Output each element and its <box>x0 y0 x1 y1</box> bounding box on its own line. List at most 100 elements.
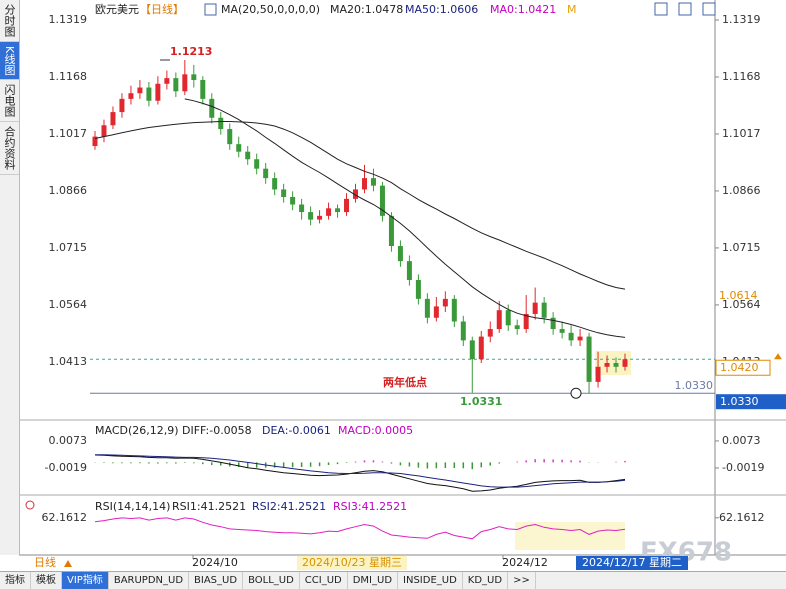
side-tab[interactable]: K线图 <box>0 42 19 81</box>
highlight-box <box>515 522 625 550</box>
toolbar-button[interactable]: BIAS_UD <box>189 572 244 589</box>
time-label: 2024/10/23 星期三 <box>302 556 402 569</box>
candle-body <box>299 204 305 213</box>
y-tick-label: 1.0866 <box>722 184 761 197</box>
candle-body <box>433 306 439 318</box>
y-tick-label: 0.0073 <box>49 434 88 447</box>
icon[interactable] <box>654 2 668 16</box>
side-tab[interactable]: 分时图 <box>0 0 19 42</box>
side-tab[interactable]: 合约资料 <box>0 122 19 176</box>
y-tick-label: -0.0019 <box>722 461 764 474</box>
candle-body <box>137 87 143 94</box>
toolbar-button[interactable]: INSIDE_UD <box>398 572 463 589</box>
toolbar-button[interactable]: 模板 <box>31 572 62 589</box>
support-tag: 1.0330 <box>720 395 759 408</box>
candle-body <box>227 129 233 145</box>
toolbar-button[interactable]: BOLL_UD <box>243 572 300 589</box>
time-highlight <box>297 556 407 570</box>
last-price-tag: 1.0420 <box>720 361 759 374</box>
y-tick-label: 62.1612 <box>719 511 765 524</box>
y-tick-label: 1.0564 <box>722 298 761 311</box>
candle-body <box>146 87 152 101</box>
y-tick-label: 1.1319 <box>722 13 761 26</box>
candle-body <box>460 321 466 341</box>
candle-body <box>119 98 125 113</box>
ma50-tag: 1.0614 <box>719 289 758 302</box>
candle-body <box>101 125 107 137</box>
side-tab[interactable]: 闪电图 <box>0 80 19 123</box>
y-tick-label: 1.0715 <box>49 241 88 254</box>
y-tick-label: 1.0866 <box>49 184 88 197</box>
candle-body <box>335 208 341 213</box>
toolbar-button[interactable]: 指标 <box>0 572 31 589</box>
y-tick-label: 1.1168 <box>722 70 761 83</box>
diff-line <box>94 454 626 492</box>
macd-title: MACD(26,12,9) <box>95 424 179 437</box>
candle-body <box>200 80 206 99</box>
candle-body <box>182 74 188 92</box>
y-tick-label: 1.0413 <box>49 355 88 368</box>
candle-body <box>388 215 394 247</box>
toolbar-button[interactable]: DMI_UD <box>348 572 399 589</box>
toolbar-button[interactable]: KD_UD <box>463 572 509 589</box>
candle-body <box>613 363 619 367</box>
price-arrow <box>774 353 782 360</box>
support-label: 1.0330 <box>675 379 714 392</box>
candle-body <box>595 366 601 382</box>
y-tick-label: 0.0073 <box>722 434 761 447</box>
icon[interactable] <box>702 2 716 16</box>
candle-body <box>281 189 287 197</box>
macd-label: MACD:0.0005 <box>338 424 413 437</box>
candle-body <box>164 78 170 84</box>
candle-body <box>379 185 385 216</box>
candle-body <box>92 136 98 147</box>
toolbar-button[interactable]: VIP指标 <box>62 572 109 589</box>
candle-body <box>568 332 574 341</box>
candle-body <box>487 329 493 337</box>
low-marker <box>570 387 582 399</box>
toolbar-button[interactable]: BARUPDN_UD <box>109 572 190 589</box>
toolbar: 指标 模板 VIP指标 BARUPDN_UD BIAS_UD BOLL_UD CCI_UD D… <box>0 571 786 589</box>
dropdown-arrow[interactable] <box>64 560 72 567</box>
time-label: 2024/12 <box>502 556 548 569</box>
ma50-line <box>94 121 626 290</box>
candle-body <box>604 363 610 367</box>
y-tick-label: 1.1017 <box>49 127 88 140</box>
candle-body <box>415 280 421 299</box>
icon[interactable] <box>678 2 692 16</box>
candle-body <box>317 215 323 220</box>
y-tick-label: -0.0019 <box>45 461 87 474</box>
candle-body <box>155 83 161 101</box>
time-label: 2024/10 <box>192 556 238 569</box>
candle-body <box>469 340 475 360</box>
candle-body <box>263 168 269 179</box>
toolbar-button[interactable]: CCI_UD <box>300 572 348 589</box>
candle-body <box>308 212 314 220</box>
dea-label: DEA:-0.0061 <box>262 424 331 437</box>
rsi-title: RSI(14,14,14) <box>95 500 170 513</box>
candle-body <box>451 298 457 322</box>
candle-body <box>532 302 538 314</box>
rsi-line <box>94 517 626 540</box>
candle-body <box>478 336 484 360</box>
candle-body <box>442 298 448 307</box>
candle-body <box>254 159 260 169</box>
toolbar-button[interactable]: >> <box>508 572 536 589</box>
y-tick-label: 1.1017 <box>722 127 761 140</box>
high-label: 1.1213 <box>170 45 212 58</box>
ma20-label: MA20:1.0478 <box>330 3 403 16</box>
candle-body <box>397 246 403 262</box>
candle-body <box>110 112 116 126</box>
rsi1-label: RSI1:41.2521 <box>172 500 246 513</box>
diff-label: DIFF:-0.0058 <box>182 424 252 437</box>
candle-body <box>173 78 179 92</box>
candle-body <box>496 310 502 330</box>
ma50-label: MA50:1.0606 <box>405 3 478 16</box>
candle-body <box>209 98 215 118</box>
rsi2-label: RSI2:41.2521 <box>252 500 326 513</box>
candle-body <box>236 144 242 152</box>
m-label: M <box>567 3 577 16</box>
y-tick-label: 1.0715 <box>722 241 761 254</box>
